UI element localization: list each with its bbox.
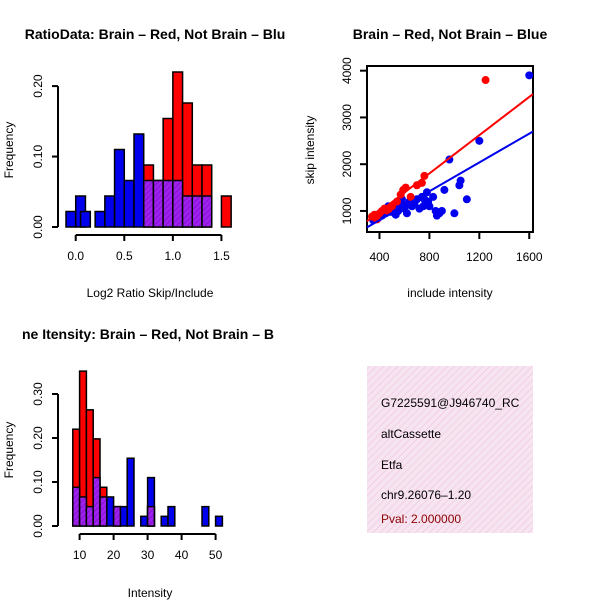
not-brain-bar (160, 515, 169, 527)
not-brain-bar (201, 505, 210, 527)
x-tick-label: 0.5 (116, 249, 133, 263)
x-tick-label: 30 (141, 548, 155, 562)
brain-point (481, 76, 490, 85)
brain-point (406, 192, 415, 201)
not-brain-fit-line (366, 130, 534, 229)
scatter-plot-frame (366, 65, 534, 233)
not-brain-bar (65, 210, 77, 228)
overlap-bar (112, 505, 122, 527)
x-tick-label: 1.5 (213, 249, 230, 263)
info-panel: G7225591@J946740_RC altCassette Etfa chr… (367, 366, 533, 533)
x-tick-label: 800 (419, 250, 439, 264)
not-brain-bar (106, 496, 115, 527)
overlap-bar (78, 496, 88, 527)
overlap-bar (72, 486, 81, 527)
overlap-bar (172, 179, 184, 228)
y-tick-label: 4000 (340, 57, 354, 84)
ratio-histogram-xlabel: Log2 Ratio Skip/Include (87, 286, 214, 300)
y-tick-label: 0.30 (31, 382, 45, 406)
not-brain-point (425, 202, 434, 211)
ratio-histogram-title: RatioData: Brain – Red, Not Brain – Blu (25, 26, 286, 42)
scatter-axes: 400 800 1200 1600 1000 2000 3000 4000 (340, 57, 543, 264)
info-locus: chr9.26076–1.20 (381, 488, 471, 502)
x-tick-label: 1600 (516, 250, 543, 264)
ratio-histogram: RatioData: Brain – Red, Not Brain – Blu … (2, 26, 285, 300)
x-tick-label: 1.0 (165, 249, 182, 263)
x-tick-label: 20 (107, 548, 121, 562)
not-brain-bar (104, 195, 116, 228)
not-brain-point (402, 209, 411, 218)
scatter-marks (366, 71, 534, 229)
not-brain-bar (123, 179, 135, 228)
not-brain-point (525, 71, 534, 80)
y-tick-label: 0.20 (31, 74, 45, 98)
intensity-histogram: ne Itensity: Brain – Red, Not Brain – B … (2, 326, 274, 600)
not-brain-point (456, 176, 465, 185)
not-brain-bar (133, 133, 145, 228)
not-brain-point (419, 202, 428, 211)
not-brain-point (450, 209, 459, 218)
info-pval: Pval: 2.000000 (381, 512, 461, 526)
overlap-bar (85, 505, 94, 527)
info-panel-background (367, 366, 533, 533)
not-brain-point (429, 192, 438, 201)
x-tick-label: 10 (73, 548, 87, 562)
x-tick-label: 400 (369, 250, 389, 264)
not-brain-bar (140, 515, 149, 527)
not-brain-point (475, 136, 484, 145)
intensity-scatter: Brain – Red, Not Brain – Blue include in… (303, 26, 547, 300)
intensity-histogram-ylabel: Frequency (2, 422, 16, 479)
brain-bar (220, 195, 232, 228)
x-tick-label: 50 (209, 548, 223, 562)
overlap-bar (162, 179, 174, 228)
y-tick-label: 0.00 (31, 215, 45, 239)
ratio-histogram-axes: 0.0 0.5 1.0 1.5 0.00 0.10 0.20 (31, 74, 230, 263)
not-brain-point (437, 206, 446, 215)
overlap-bar (142, 179, 155, 228)
overlap-bar (152, 179, 164, 228)
not-brain-bar (79, 210, 92, 228)
overlap-bar (146, 505, 156, 527)
info-gene-name: Etfa (381, 458, 403, 472)
overlap-bar (181, 195, 194, 228)
not-brain-bar (167, 505, 176, 527)
overlap-bar (92, 476, 101, 527)
intensity-histogram-axes: 10 20 30 40 50 0.00 0.10 0.20 0.30 (31, 382, 222, 562)
not-brain-bar (126, 457, 135, 527)
intensity-histogram-title: ne Itensity: Brain – Red, Not Brain – B (22, 326, 274, 342)
y-tick-label: 0.20 (31, 426, 45, 450)
not-brain-bar (113, 148, 126, 228)
ratio-histogram-ylabel: Frequency (2, 122, 16, 179)
ratio-histogram-bars (65, 71, 232, 228)
scatter-xlabel: include intensity (407, 286, 492, 300)
not-brain-point (462, 195, 471, 204)
intensity-histogram-xlabel: Intensity (128, 586, 173, 600)
overlap-bar (201, 195, 213, 228)
not-brain-bar (94, 210, 106, 228)
overlap-bar (99, 496, 108, 527)
brain-fit-line (366, 93, 534, 223)
not-brain-point (440, 185, 449, 194)
overlap-bar (191, 195, 203, 228)
y-tick-label: 0.00 (31, 514, 45, 538)
x-tick-label: 1200 (466, 250, 493, 264)
x-tick-label: 0.0 (67, 249, 84, 263)
y-tick-label: 1000 (340, 197, 354, 224)
y-tick-label: 0.10 (31, 145, 45, 169)
y-tick-label: 3000 (340, 104, 354, 131)
scatter-title: Brain – Red, Not Brain – Blue (353, 26, 548, 42)
y-tick-label: 0.10 (31, 470, 45, 494)
x-tick-label: 40 (175, 548, 189, 562)
info-event-type: altCassette (381, 427, 441, 441)
y-tick-label: 2000 (340, 151, 354, 178)
scatter-ylabel: skip intensity (303, 116, 317, 185)
not-brain-bar (119, 505, 128, 527)
info-probe-id: G7225591@J946740_RC (381, 396, 520, 410)
intensity-histogram-bars (72, 370, 224, 527)
not-brain-bar (214, 515, 224, 527)
